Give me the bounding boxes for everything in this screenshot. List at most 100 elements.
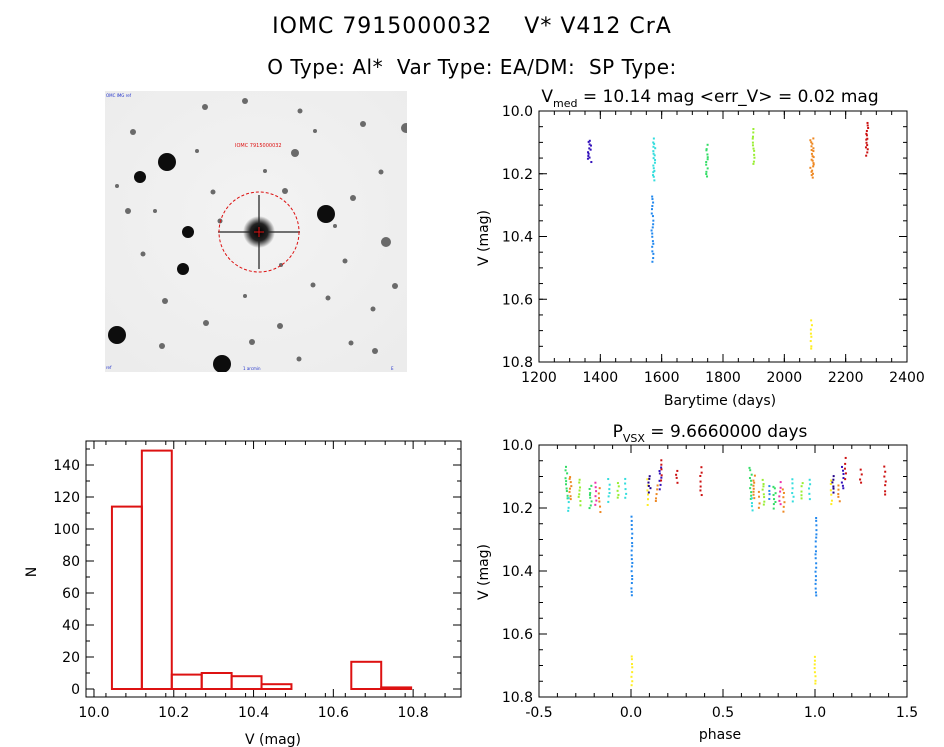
phased-point [588, 493, 591, 496]
phased-point [676, 469, 679, 472]
phased-point [598, 500, 601, 503]
phased-series-q13 [829, 479, 833, 506]
phased-point [814, 550, 817, 553]
phased-point [779, 490, 782, 493]
lightcurve-point [653, 161, 656, 164]
phased-point [809, 483, 812, 486]
lightcurve-series-epoch-2 [651, 137, 657, 182]
phased-point [631, 561, 634, 564]
phased-series-q19 [883, 465, 887, 496]
phased-point [884, 490, 887, 493]
lightcurve-point [751, 137, 754, 140]
phased-series-p14 [647, 475, 652, 494]
phased-point [595, 499, 598, 502]
phased-point [659, 483, 662, 486]
phased-series-p9 [616, 482, 620, 499]
lightcurve-point [651, 205, 654, 208]
phased-point [660, 479, 663, 482]
phased-point [768, 493, 771, 496]
phased-point [608, 488, 611, 491]
phased-point [589, 496, 592, 499]
field-star-11 [202, 104, 208, 110]
field-star-7 [213, 355, 231, 372]
phased-point [630, 655, 633, 658]
lightcurve-point [588, 147, 591, 150]
phased-point [814, 682, 817, 685]
field-star-15 [350, 195, 356, 201]
phased-series-q8 [791, 478, 795, 503]
phased-point [884, 470, 887, 473]
phased-point [814, 540, 817, 543]
phased-series-q9 [800, 482, 804, 500]
phased-point [814, 557, 817, 560]
histogram-ytick-label-4: 80 [62, 554, 80, 570]
lightcurve-title: Vmed = 10.14 mag <err_V> = 0.02 mag [541, 87, 878, 110]
phased-point [814, 570, 817, 573]
histogram-xtick-label-1: 10.2 [158, 705, 189, 721]
phased-point [631, 575, 634, 578]
phased-point [763, 496, 766, 499]
phased-point [700, 471, 703, 474]
phased-series-q14 [831, 475, 835, 494]
phased-xtick-label-0: -0.5 [525, 705, 552, 721]
phased-point [859, 478, 862, 481]
phased-point [616, 482, 619, 485]
phased-point [649, 487, 652, 490]
phased-series-q5 [772, 485, 777, 510]
phased-point [631, 532, 634, 535]
phased-point [814, 679, 817, 682]
phased-point [570, 485, 573, 488]
phased-point [782, 505, 785, 508]
field-star-10 [130, 129, 136, 135]
phased-title-rest: = 9.6660000 days [645, 422, 808, 442]
phased-point [830, 479, 833, 482]
phased-point [646, 503, 649, 506]
lightcurve-point [810, 335, 813, 338]
phased-point [617, 493, 620, 496]
phased-point [813, 659, 816, 662]
phased-point [647, 481, 650, 484]
histogram-frame [85, 440, 462, 698]
lightcurve-point [651, 232, 654, 235]
phased-ylabel: V (mag) [476, 544, 492, 600]
phased-series-q11 [814, 517, 818, 597]
phased-point [569, 495, 572, 498]
phased-point [699, 485, 702, 488]
field-star-39 [333, 224, 337, 228]
lightcurve-point [651, 174, 654, 177]
phased-point [578, 493, 581, 496]
histogram-xlabel: V (mag) [245, 732, 301, 747]
phased-point [630, 587, 633, 590]
phased-series-p8 [607, 478, 611, 503]
histogram-xtick-label-2: 10.4 [238, 705, 269, 721]
lightcurve-point [651, 260, 654, 263]
field-star-0 [158, 153, 176, 171]
lightcurve-ytick-label-2: 10.4 [502, 230, 533, 246]
phased-point [768, 485, 771, 488]
field-star-35 [313, 129, 317, 133]
lightcurve-title-main: V [541, 87, 553, 107]
phased-point [748, 466, 751, 469]
phased-point [647, 484, 650, 487]
phased-series-q3 [750, 497, 754, 512]
lightcurve-point [588, 139, 591, 142]
phased-series-q7 [781, 488, 786, 513]
field-star-40 [153, 209, 157, 213]
phased-point [814, 591, 817, 594]
lightcurve-point [811, 155, 814, 158]
phased-point [829, 482, 832, 485]
phased-point [752, 479, 755, 482]
phased-title-sub: VSX [623, 432, 646, 445]
lightcurve-point [752, 131, 755, 134]
lightcurve-point [651, 198, 654, 201]
lightcurve-point [587, 154, 590, 157]
phased-point [832, 478, 835, 481]
histogram-ytick-label-6: 120 [53, 490, 80, 506]
phased-point [832, 475, 835, 478]
phased-point [749, 487, 752, 490]
phased-point [660, 476, 663, 479]
phased-point [832, 485, 835, 488]
phased-point [594, 486, 597, 489]
figure-subtitle: O Type: Al* Var Type: EA/DM: SP Type: [0, 55, 944, 79]
